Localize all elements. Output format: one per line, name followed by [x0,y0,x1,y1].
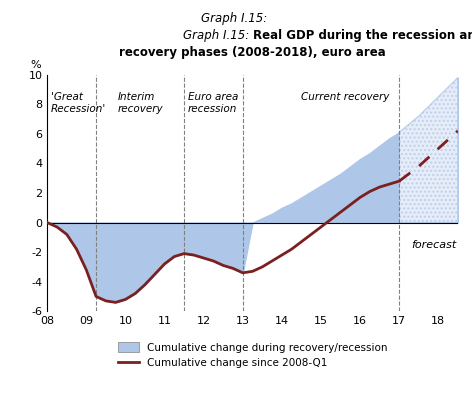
Legend: Cumulative change during recovery/recession, Cumulative change since 2008-Q1: Cumulative change during recovery/recess… [114,338,391,372]
Text: Real GDP during the recession and: Real GDP during the recession and [253,29,472,42]
Text: Graph I.15:: Graph I.15: [201,12,271,25]
Text: Current recovery: Current recovery [302,93,390,103]
Text: %: % [31,60,42,70]
Text: 'Great
Recession': 'Great Recession' [51,93,106,114]
Text: forecast: forecast [411,240,456,250]
Text: Interim
recovery: Interim recovery [118,93,163,114]
Text: Euro area
recession: Euro area recession [188,93,238,114]
Text: Graph I.15:: Graph I.15: [183,29,253,42]
Text: recovery phases (2008-2018), euro area: recovery phases (2008-2018), euro area [119,46,386,59]
